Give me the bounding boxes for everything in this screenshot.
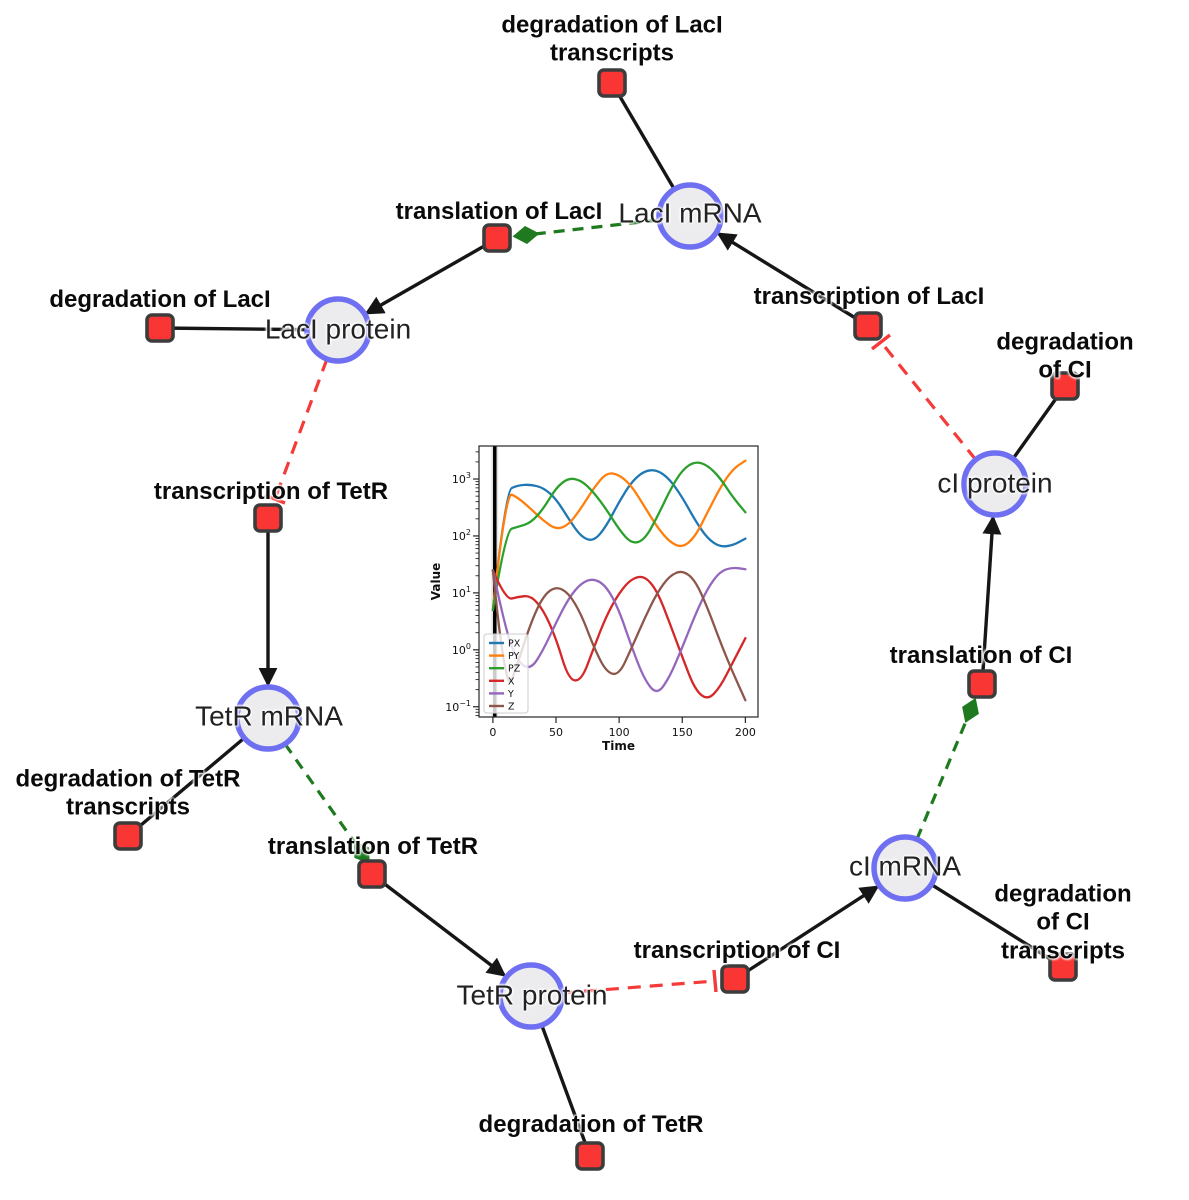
edge-translation-tetR-to-tetR-protein: [380, 880, 507, 977]
svg-text:10−1: 10−1: [445, 699, 471, 714]
edge-cI-mRNA-modifies-translation: [915, 697, 979, 840]
species-node-lacI-protein[interactable]: [304, 296, 372, 364]
svg-text:100: 100: [452, 642, 471, 657]
species-node-tetR-protein[interactable]: [497, 962, 565, 1030]
reaction-node-transcription-lacI[interactable]: [853, 311, 883, 341]
svg-text:Y: Y: [507, 689, 514, 700]
svg-text:Z: Z: [508, 702, 515, 713]
edge-lacI-mRNA-modifies-translation: [512, 218, 660, 244]
inhibition-bar-transcription-lacI: [870, 333, 892, 351]
svg-text:PY: PY: [508, 651, 520, 662]
species-node-lacI-mRNA[interactable]: [656, 182, 724, 250]
edge-tetR-mRNA-modifies-translation: [283, 743, 370, 864]
edge-translation-cI-to-cI-protein: [981, 515, 1002, 672]
reaction-node-transcription-cI[interactable]: [720, 964, 750, 994]
reaction-node-degradation-tetR-transcripts[interactable]: [113, 821, 143, 851]
reaction-node-translation-lacI[interactable]: [482, 223, 512, 253]
svg-text:Value: Value: [429, 563, 443, 601]
edge-lacI-protein-inhibits-transcription-tetR: [273, 358, 329, 500]
reaction-node-degradation-tetR[interactable]: [575, 1141, 605, 1171]
svg-text:PZ: PZ: [508, 664, 521, 675]
inhibition-bar-transcription-tetR: [264, 493, 286, 505]
edge-transcription-lacI-to-lacI-mRNA: [716, 232, 858, 321]
svg-text:PX: PX: [508, 639, 521, 650]
svg-text:X: X: [508, 676, 515, 687]
edge-tetR-protein-inhibits-transcription-cI: [561, 979, 716, 995]
svg-text:0: 0: [489, 726, 496, 739]
time-series-inset: 0 50 100 150 200 10−1 100 101 102 103 Time Value PX P…: [428, 436, 773, 771]
edge-cI-protein-inhibits-transcription-lacI: [879, 340, 978, 462]
svg-text:100: 100: [609, 726, 630, 739]
species-node-cI-protein[interactable]: [961, 450, 1029, 518]
reaction-node-degradation-cI-transcripts[interactable]: [1048, 952, 1078, 982]
time-series-plot: 0 50 100 150 20010−1100101102103TimeValuePXP…: [429, 445, 759, 753]
svg-text:103: 103: [452, 471, 471, 486]
reaction-node-transcription-tetR[interactable]: [253, 503, 283, 533]
svg-text:200: 200: [735, 726, 756, 739]
reaction-node-translation-tetR[interactable]: [357, 859, 387, 889]
species-node-tetR-mRNA[interactable]: [234, 684, 302, 752]
svg-text:50: 50: [549, 726, 563, 739]
reaction-node-degradation-cI[interactable]: [1050, 371, 1080, 401]
svg-text:102: 102: [452, 528, 471, 543]
edge-translation-lacI-to-lacI-protein: [364, 243, 487, 315]
edge-transcription-cI-to-cI-mRNA: [745, 885, 880, 974]
species-node-cI-mRNA[interactable]: [871, 834, 939, 902]
inhibition-bar-transcription-cI: [712, 969, 718, 993]
reaction-node-translation-cI[interactable]: [967, 669, 997, 699]
svg-text:150: 150: [672, 726, 693, 739]
svg-text:Time: Time: [602, 739, 635, 753]
reaction-node-degradation-lacI[interactable]: [145, 313, 175, 343]
svg-text:101: 101: [452, 585, 471, 600]
reaction-node-degradation-lacI-transcripts[interactable]: [597, 68, 627, 98]
